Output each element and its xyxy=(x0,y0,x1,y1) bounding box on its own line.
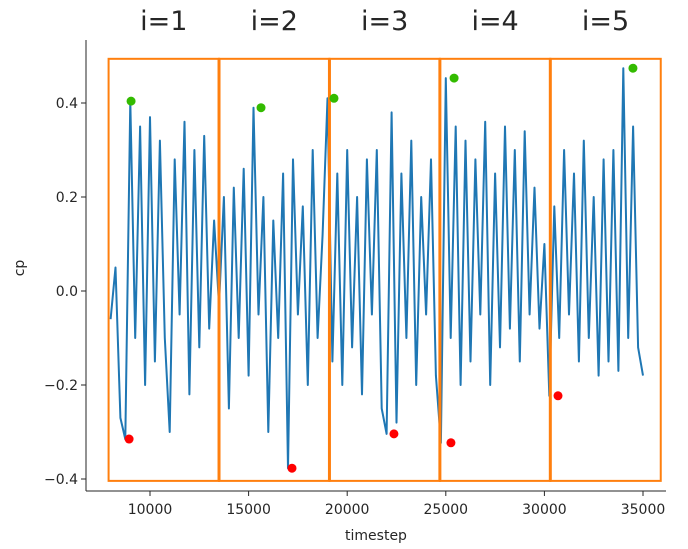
x-tick-label: 15000 xyxy=(226,502,271,518)
max-point xyxy=(256,103,266,113)
max-point xyxy=(329,93,339,103)
y-tick-label: 0.0 xyxy=(56,284,78,300)
segment-box xyxy=(438,57,552,482)
segment-title: i=3 xyxy=(361,6,408,37)
y-tick-label: −0.2 xyxy=(44,378,78,394)
y-tick-label: 0.2 xyxy=(56,190,78,206)
max-point xyxy=(628,63,638,73)
min-point xyxy=(446,438,456,448)
segment-title: i=4 xyxy=(471,6,518,37)
segment-title: i=2 xyxy=(251,6,298,37)
max-point xyxy=(126,96,136,106)
x-tick-label: 10000 xyxy=(128,502,173,518)
y-tick-label: 0.4 xyxy=(56,96,78,112)
x-tick-label: 30000 xyxy=(522,502,567,518)
series-line-cp xyxy=(109,67,644,470)
y-axis-label: cp xyxy=(12,260,28,277)
min-point xyxy=(553,391,563,401)
min-point xyxy=(287,463,297,473)
x-axis-label: timestep xyxy=(345,528,407,544)
segment-title: i=5 xyxy=(582,6,629,37)
min-point xyxy=(124,434,134,444)
x-tick-label: 25000 xyxy=(424,502,469,518)
segment-title: i=1 xyxy=(140,6,187,37)
min-point xyxy=(389,429,399,439)
max-point xyxy=(449,73,459,83)
x-tick-label: 20000 xyxy=(325,502,370,518)
y-tick-label: −0.4 xyxy=(44,472,78,488)
x-tick-label: 35000 xyxy=(621,502,666,518)
